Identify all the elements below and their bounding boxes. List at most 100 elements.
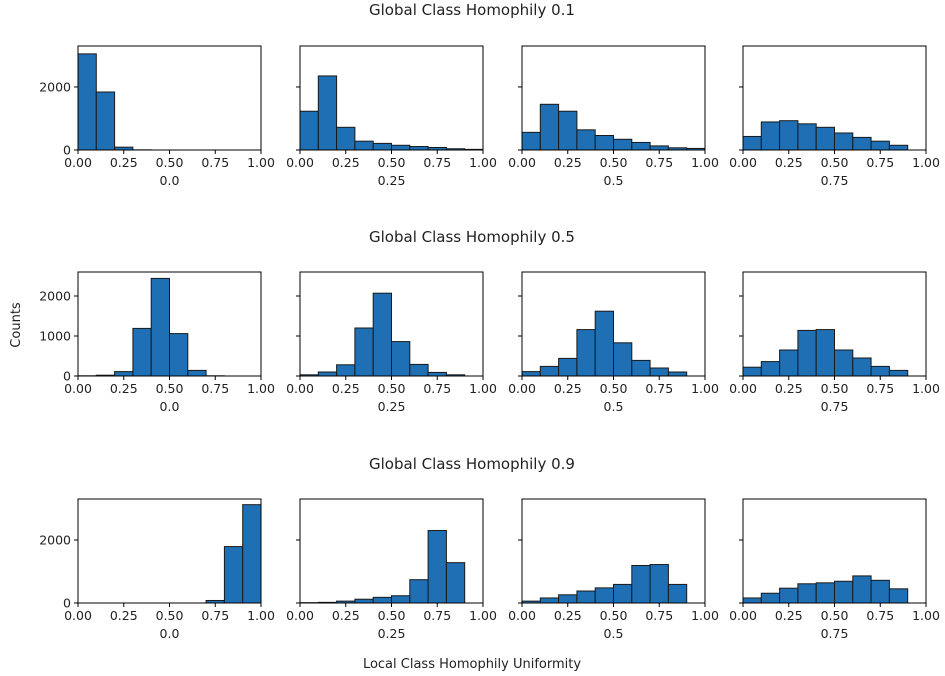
x-tick-label: 0.50 xyxy=(378,381,406,396)
histogram-bar xyxy=(150,277,170,377)
row-title: Global Class Homophily 0.9 xyxy=(369,455,575,473)
histogram-bar xyxy=(336,364,356,377)
histogram-bar xyxy=(445,562,466,604)
x-tick-label: 0.25 xyxy=(110,608,138,623)
x-tick-label: 0.50 xyxy=(821,381,849,396)
histogram-bar xyxy=(797,583,817,604)
histogram-bar xyxy=(613,138,633,151)
y-tick-label: 0 xyxy=(63,596,71,611)
x-tick-label: 1.00 xyxy=(691,608,719,623)
x-tick-label: 0.75 xyxy=(201,381,229,396)
x-tick-label: 0.75 xyxy=(645,381,673,396)
histogram-panel: 0 2000 0.00 0.25 0.50 0.75 1.00 0.0 xyxy=(39,498,275,641)
histogram-bar xyxy=(888,369,909,377)
x-tick-label: 0.25 xyxy=(554,155,582,170)
histogram-bar xyxy=(779,349,799,377)
x-tick-label: 1.00 xyxy=(912,381,940,396)
histogram-bar xyxy=(372,292,393,377)
histogram-bar xyxy=(631,359,651,377)
x-tick-label: 1.00 xyxy=(469,608,497,623)
x-tick-label: 0.75 xyxy=(866,155,894,170)
panel-xlabel: 0.25 xyxy=(378,626,406,641)
histogram-bar xyxy=(667,371,688,377)
histogram-panel: 0.00 0.25 0.50 0.75 1.00 0.75 xyxy=(729,45,940,188)
x-tick-label: 1.00 xyxy=(247,381,275,396)
histogram-panel: 0 2000 0.00 0.25 0.50 0.75 1.00 0.0 xyxy=(39,45,275,188)
x-tick-label: 0.00 xyxy=(64,608,92,623)
x-tick-label: 0.00 xyxy=(729,381,757,396)
y-tick-label: 1000 xyxy=(39,329,71,344)
x-tick-label: 0.25 xyxy=(332,155,360,170)
histogram-bar xyxy=(336,126,356,151)
histogram-bar xyxy=(742,135,762,151)
x-tick-label: 0.75 xyxy=(423,608,451,623)
x-tick-label: 0.25 xyxy=(775,155,803,170)
x-tick-label: 0.00 xyxy=(508,381,536,396)
histogram-bar xyxy=(779,120,799,151)
x-tick-label: 0.50 xyxy=(378,155,406,170)
panel-xlabel: 0.75 xyxy=(821,626,849,641)
histogram-panel: 0.00 0.25 0.50 0.75 1.00 0.5 xyxy=(508,271,719,414)
histogram-bar xyxy=(760,361,781,377)
histogram-bar xyxy=(576,129,596,151)
y-tick-label: 2000 xyxy=(39,79,71,94)
x-tick-label: 0.00 xyxy=(729,155,757,170)
row-title: Global Class Homophily 0.5 xyxy=(369,228,575,246)
histogram-panel: 0.00 0.25 0.50 0.75 1.00 0.5 xyxy=(508,498,719,641)
histogram-panel: 0.00 0.25 0.50 0.75 1.00 0.25 xyxy=(286,45,497,188)
histogram-bar xyxy=(409,146,429,151)
x-tick-label: 0.00 xyxy=(64,381,92,396)
histogram-bar xyxy=(888,588,909,604)
histogram-bar xyxy=(169,333,189,377)
histogram-bar xyxy=(613,583,633,604)
x-tick-label: 0.00 xyxy=(64,155,92,170)
histogram-bar xyxy=(539,103,560,151)
panel-xlabel: 0.0 xyxy=(160,173,180,188)
x-tick-label: 0.75 xyxy=(423,155,451,170)
y-tick-label: 0 xyxy=(63,369,71,384)
histogram-bar xyxy=(576,590,596,604)
histogram-bar xyxy=(815,582,836,604)
x-tick-label: 1.00 xyxy=(691,381,719,396)
histogram-panel: 0 1000 2000 0.00 0.25 0.50 0.75 1.00 0.0 xyxy=(39,271,275,414)
x-tick-label: 0.00 xyxy=(286,608,314,623)
histogram-bar xyxy=(870,140,890,151)
histogram-bar xyxy=(132,327,152,377)
histogram-bar xyxy=(649,367,669,377)
histogram-bar xyxy=(372,596,393,604)
row-title: Global Class Homophily 0.1 xyxy=(369,1,575,19)
x-tick-label: 0.75 xyxy=(645,155,673,170)
figure-ylabel: Counts xyxy=(9,302,24,348)
histogram-bar xyxy=(223,546,244,604)
histogram-bar xyxy=(594,135,615,151)
histogram-panel: 0.00 0.25 0.50 0.75 1.00 0.75 xyxy=(729,271,940,414)
histogram-bar xyxy=(558,594,578,604)
y-tick-label: 2000 xyxy=(39,289,71,304)
histogram-bar xyxy=(613,342,633,377)
histogram-bar xyxy=(667,583,688,604)
figure-xlabel: Local Class Homophily Uniformity xyxy=(363,657,581,672)
x-tick-label: 0.50 xyxy=(600,155,628,170)
histogram-bar xyxy=(539,597,560,604)
histogram-bar xyxy=(797,123,817,151)
x-tick-label: 0.00 xyxy=(508,155,536,170)
histogram-bar xyxy=(427,371,447,377)
histogram-bar xyxy=(834,580,854,604)
histogram-bar xyxy=(391,341,411,377)
histogram-bar xyxy=(888,144,909,151)
x-tick-label: 0.50 xyxy=(156,381,184,396)
panel-xlabel: 0.25 xyxy=(378,173,406,188)
histogram-bar xyxy=(815,126,836,151)
x-tick-label: 1.00 xyxy=(247,608,275,623)
histogram-bar xyxy=(391,144,411,151)
panel-xlabel: 0.5 xyxy=(604,626,624,641)
histogram-bar xyxy=(409,363,429,377)
histogram-panel: 0.00 0.25 0.50 0.75 1.00 0.75 xyxy=(729,498,940,641)
histogram-bar xyxy=(354,140,374,151)
histogram-bar xyxy=(409,579,429,604)
panel-xlabel: 0.5 xyxy=(604,173,624,188)
x-tick-label: 0.75 xyxy=(866,381,894,396)
x-tick-label: 0.50 xyxy=(821,608,849,623)
x-tick-label: 0.50 xyxy=(156,608,184,623)
